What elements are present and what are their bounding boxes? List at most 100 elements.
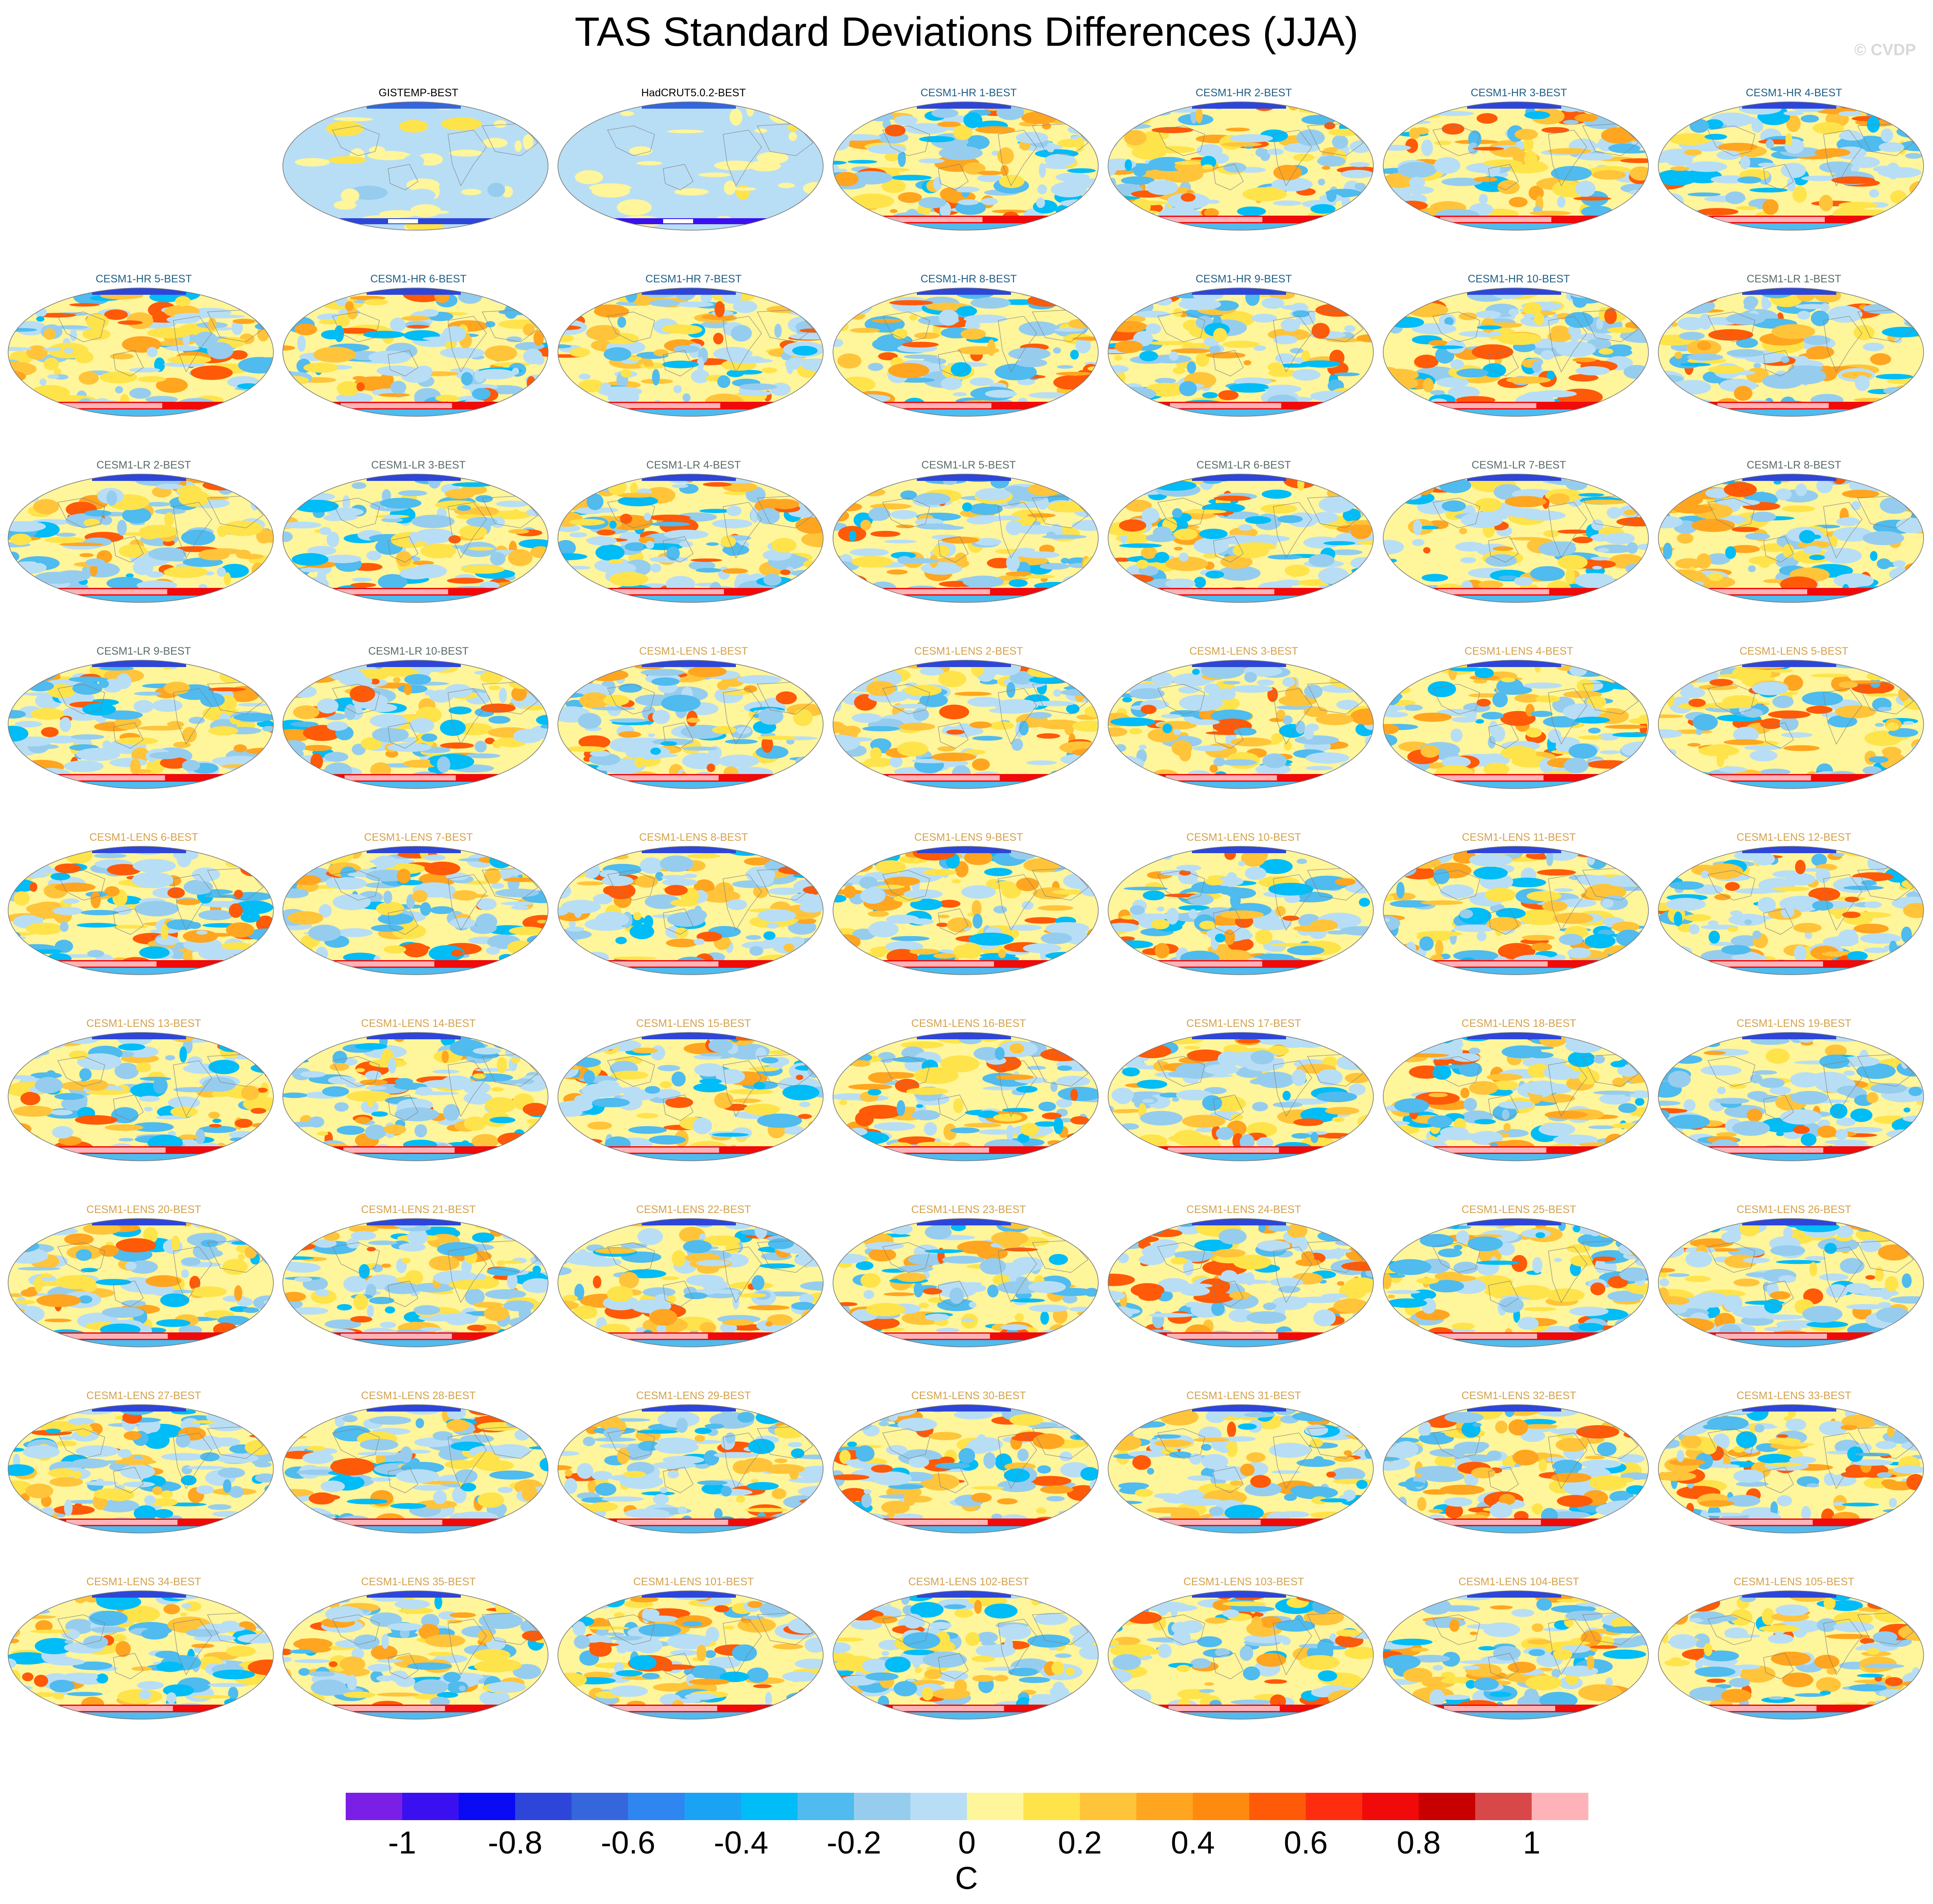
anomaly-patch bbox=[1907, 474, 1924, 489]
anomaly-patch bbox=[793, 673, 823, 678]
anomaly-patch bbox=[503, 878, 538, 882]
anomaly-patch bbox=[482, 138, 508, 148]
anomaly-patch bbox=[1575, 366, 1610, 376]
anomaly-patch bbox=[1744, 745, 1781, 750]
anomaly-patch bbox=[1179, 870, 1191, 876]
anomaly-patch bbox=[306, 773, 322, 780]
anomaly-patch bbox=[1282, 677, 1295, 687]
anomaly-patch bbox=[806, 474, 823, 478]
anomaly-patch bbox=[1862, 766, 1882, 775]
anomaly-patch bbox=[558, 117, 591, 128]
anomaly-patch bbox=[1031, 700, 1075, 706]
anomaly-patch bbox=[307, 288, 347, 292]
anomaly-patch bbox=[1730, 545, 1760, 553]
anomaly-patch bbox=[500, 474, 521, 485]
anomaly-patch bbox=[1816, 478, 1833, 493]
anomaly-patch bbox=[833, 857, 860, 866]
anomaly-patch bbox=[1117, 574, 1154, 584]
anomaly-patch bbox=[1192, 745, 1227, 751]
anomaly-patch bbox=[461, 565, 505, 574]
anomaly-patch bbox=[1282, 916, 1299, 921]
anomaly-patch bbox=[666, 938, 698, 947]
anomaly-patch bbox=[160, 757, 189, 769]
anomaly-patch bbox=[875, 860, 906, 874]
anomaly-patch bbox=[255, 297, 273, 312]
anomaly-patch bbox=[1192, 669, 1200, 675]
map-outline bbox=[833, 101, 1099, 231]
anomaly-patch bbox=[714, 687, 744, 703]
anomaly-patch bbox=[513, 729, 543, 743]
anomaly-patch bbox=[972, 736, 1003, 741]
anomaly-patch bbox=[1332, 590, 1345, 597]
anomaly-patch bbox=[1122, 697, 1132, 703]
anomaly-patch bbox=[834, 172, 859, 187]
anomaly-patch bbox=[99, 666, 134, 671]
anomaly-patch bbox=[1524, 111, 1551, 119]
anomaly-patch bbox=[1148, 341, 1193, 345]
anomaly-patch bbox=[956, 306, 977, 316]
anomaly-patch bbox=[995, 881, 1015, 890]
anomaly-patch bbox=[1523, 682, 1562, 689]
anomaly-patch bbox=[253, 386, 263, 401]
anomaly-patch bbox=[1214, 876, 1244, 887]
panel-title: CESM1-LR 9-BEST bbox=[96, 645, 191, 657]
anomaly-patch bbox=[624, 542, 647, 551]
anomaly-patch bbox=[1273, 335, 1298, 344]
anomaly-patch bbox=[1108, 295, 1119, 300]
anomaly-patch bbox=[1829, 535, 1838, 547]
anomaly-patch bbox=[897, 741, 928, 756]
anomaly-patch bbox=[1574, 573, 1615, 588]
anomaly-patch bbox=[1572, 537, 1593, 543]
anomaly-patch bbox=[308, 925, 341, 941]
anomaly-patch bbox=[936, 922, 949, 927]
anomaly-patch bbox=[938, 670, 966, 688]
anomaly-patch bbox=[792, 346, 818, 356]
anomaly-patch bbox=[452, 890, 478, 901]
anomaly-patch bbox=[1867, 116, 1880, 133]
anomaly-patch bbox=[1359, 898, 1370, 907]
anomaly-patch bbox=[1176, 865, 1201, 871]
coastline bbox=[57, 311, 105, 342]
anomaly-patch bbox=[1305, 752, 1349, 764]
anomaly-patch bbox=[1743, 708, 1763, 718]
anomaly-patch bbox=[1124, 159, 1132, 171]
anomaly-patch bbox=[694, 938, 705, 945]
antarctic-band-peak bbox=[1699, 775, 1811, 780]
anomaly-patch bbox=[1863, 594, 1888, 602]
anomaly-patch bbox=[1691, 519, 1735, 532]
anomaly-patch bbox=[975, 488, 1011, 501]
anomaly-patch bbox=[345, 301, 354, 311]
anomaly-patch bbox=[833, 846, 858, 859]
anomaly-patch bbox=[1338, 295, 1358, 303]
anomaly-patch bbox=[1588, 727, 1601, 734]
anomaly-patch bbox=[146, 347, 158, 358]
anomaly-patch bbox=[80, 910, 119, 916]
map-outline bbox=[1108, 101, 1374, 231]
anomaly-patch bbox=[8, 955, 35, 968]
anomaly-patch bbox=[17, 762, 41, 779]
map-outline bbox=[8, 846, 274, 975]
anomaly-patch bbox=[1255, 929, 1273, 945]
anomaly-patch bbox=[208, 726, 238, 736]
anomaly-patch bbox=[1897, 591, 1909, 598]
anomaly-patch bbox=[192, 867, 220, 882]
antarctic-band-peak bbox=[45, 961, 157, 967]
anomaly-patch bbox=[569, 532, 587, 537]
anomaly-patch bbox=[1044, 154, 1076, 166]
anomaly-patch bbox=[399, 567, 433, 580]
anomaly-patch bbox=[1219, 910, 1264, 919]
anomaly-patch bbox=[69, 303, 100, 307]
anomaly-patch bbox=[1237, 206, 1266, 216]
anomaly-patch bbox=[8, 726, 29, 742]
anomaly-patch bbox=[1905, 410, 1924, 416]
anomaly-patch bbox=[723, 181, 736, 195]
anomaly-patch bbox=[1500, 746, 1537, 760]
anomaly-patch bbox=[1383, 574, 1411, 590]
map-outline bbox=[1658, 474, 1924, 603]
coastline bbox=[448, 502, 487, 559]
anomaly-patch bbox=[746, 935, 762, 940]
anomaly-patch bbox=[1855, 375, 1870, 391]
anomaly-patch bbox=[1890, 218, 1909, 230]
anomaly-patch bbox=[414, 365, 433, 377]
anomaly-patch bbox=[890, 209, 898, 213]
